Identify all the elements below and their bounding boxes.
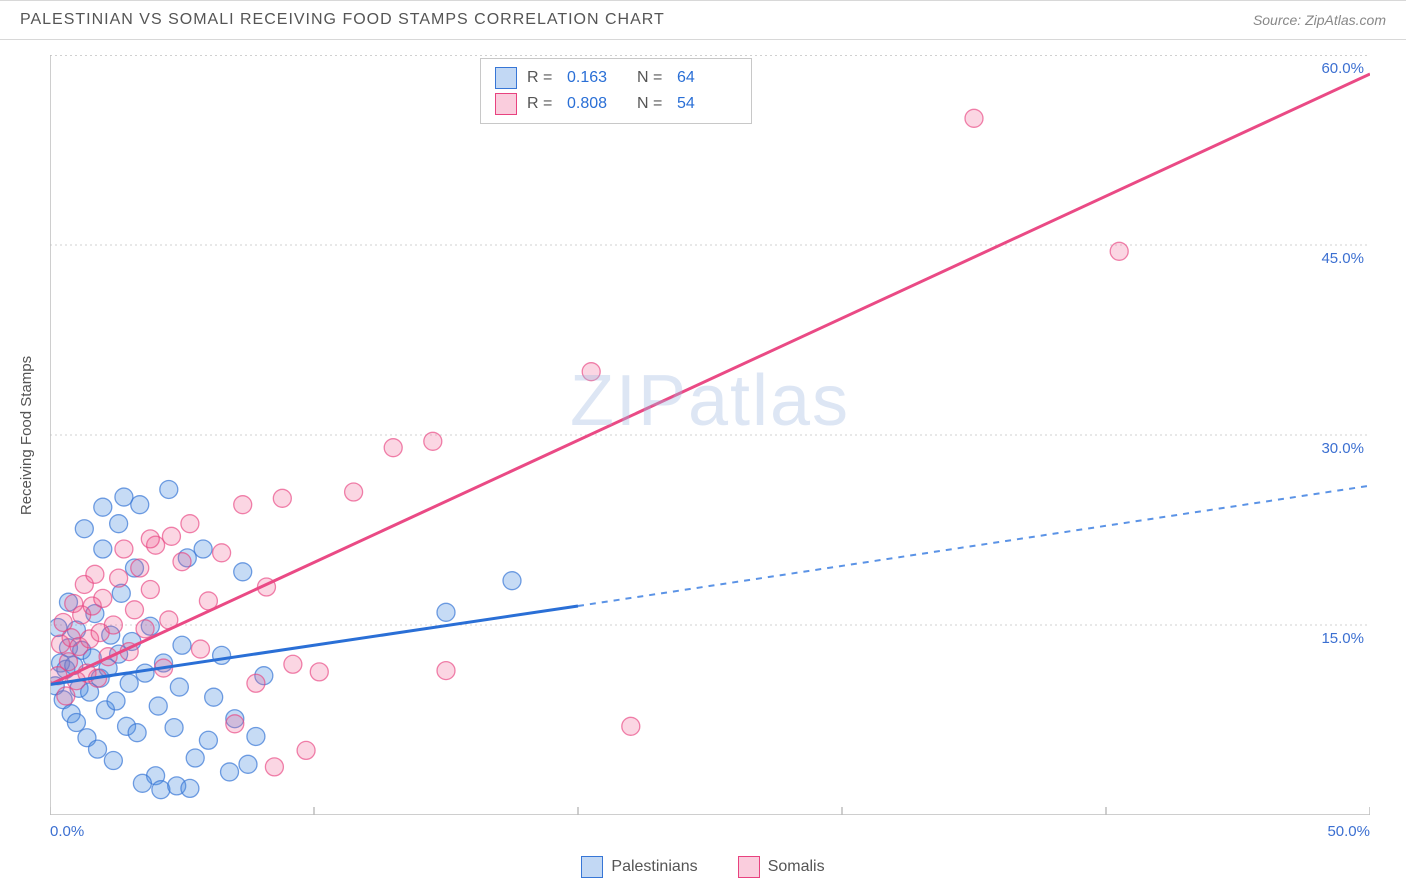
data-point xyxy=(213,646,231,664)
data-point xyxy=(110,569,128,587)
y-axis-label: Receiving Food Stamps xyxy=(19,355,36,514)
data-point xyxy=(205,688,223,706)
data-point xyxy=(247,727,265,745)
x-tick-label-min: 0.0% xyxy=(50,823,84,840)
data-point xyxy=(136,620,154,638)
stat-r-value: 0.808 xyxy=(567,91,627,117)
data-point xyxy=(149,697,167,715)
y-tick-label: 45.0% xyxy=(1321,250,1364,267)
data-point xyxy=(136,664,154,682)
legend-swatch xyxy=(495,93,517,115)
data-point xyxy=(181,515,199,533)
data-point xyxy=(384,439,402,457)
data-point xyxy=(133,774,151,792)
data-point xyxy=(94,498,112,516)
stat-r-label: R = xyxy=(527,91,557,117)
legend-label: Somalis xyxy=(768,858,825,876)
data-point xyxy=(115,540,133,558)
stat-r-label: R = xyxy=(527,65,557,91)
data-point xyxy=(104,752,122,770)
data-point xyxy=(199,731,217,749)
data-point xyxy=(170,678,188,696)
data-point xyxy=(59,653,77,671)
data-point xyxy=(86,565,104,583)
data-point xyxy=(162,527,180,545)
data-point xyxy=(131,559,149,577)
data-point xyxy=(173,553,191,571)
data-point xyxy=(1110,242,1128,260)
data-point xyxy=(141,581,159,599)
legend-swatch xyxy=(738,856,760,878)
data-point xyxy=(226,715,244,733)
data-point xyxy=(160,480,178,498)
data-point xyxy=(265,758,283,776)
stat-n-value: 64 xyxy=(677,65,737,91)
watermark: ZIPatlas xyxy=(570,361,850,441)
data-point xyxy=(234,563,252,581)
data-point xyxy=(234,496,252,514)
data-point xyxy=(152,781,170,799)
data-point xyxy=(89,740,107,758)
legend-label: Palestinians xyxy=(611,858,697,876)
data-point xyxy=(141,530,159,548)
data-point xyxy=(75,520,93,538)
data-point xyxy=(965,109,983,127)
data-point xyxy=(247,674,265,692)
data-point xyxy=(273,489,291,507)
legend-item: Somalis xyxy=(738,856,825,878)
y-tick-label: 15.0% xyxy=(1321,630,1364,647)
data-point xyxy=(239,755,257,773)
bottom-legend: Palestinians Somalis xyxy=(0,856,1406,878)
data-point xyxy=(181,779,199,797)
data-point xyxy=(110,515,128,533)
y-axis-label-container: Receiving Food Stamps xyxy=(12,55,42,815)
legend-item: Palestinians xyxy=(581,856,697,878)
data-point xyxy=(437,662,455,680)
data-point xyxy=(104,616,122,634)
chart-container: PALESTINIAN VS SOMALI RECEIVING FOOD STA… xyxy=(0,0,1406,892)
data-point xyxy=(94,540,112,558)
data-point xyxy=(125,601,143,619)
data-point xyxy=(186,749,204,767)
data-point xyxy=(503,572,521,590)
stat-legend-box: R = 0.163 N = 64 R = 0.808 N = 54 xyxy=(480,58,752,124)
data-point xyxy=(345,483,363,501)
data-point xyxy=(437,603,455,621)
stat-n-value: 54 xyxy=(677,91,737,117)
stat-r-value: 0.163 xyxy=(567,65,627,91)
scatter-plot: ZIPatlas 15.0% 30.0% 45.0% 60.0% xyxy=(50,55,1370,815)
data-point xyxy=(120,674,138,692)
stat-row: R = 0.163 N = 64 xyxy=(495,65,737,91)
x-tick-label-max: 50.0% xyxy=(1327,823,1370,840)
data-point xyxy=(191,640,209,658)
chart-title: PALESTINIAN VS SOMALI RECEIVING FOOD STA… xyxy=(20,11,665,29)
stat-n-label: N = xyxy=(637,91,667,117)
data-point xyxy=(94,589,112,607)
trend-line-palestinians-ext xyxy=(578,486,1370,606)
data-point xyxy=(424,432,442,450)
data-point xyxy=(213,544,231,562)
data-point xyxy=(310,663,328,681)
data-point xyxy=(194,540,212,558)
source-label: Source: ZipAtlas.com xyxy=(1253,12,1386,28)
data-point xyxy=(131,496,149,514)
data-point xyxy=(221,763,239,781)
data-point xyxy=(622,717,640,735)
y-tick-label: 60.0% xyxy=(1321,60,1364,77)
data-point xyxy=(165,719,183,737)
data-point xyxy=(284,655,302,673)
legend-swatch xyxy=(581,856,603,878)
data-point xyxy=(107,692,125,710)
stat-row: R = 0.808 N = 54 xyxy=(495,91,737,117)
title-bar: PALESTINIAN VS SOMALI RECEIVING FOOD STA… xyxy=(0,0,1406,40)
stat-n-label: N = xyxy=(637,65,667,91)
data-point xyxy=(173,636,191,654)
data-point xyxy=(128,724,146,742)
data-point xyxy=(57,687,75,705)
data-point xyxy=(67,714,85,732)
data-point xyxy=(297,741,315,759)
legend-swatch xyxy=(495,67,517,89)
y-tick-label: 30.0% xyxy=(1321,440,1364,457)
